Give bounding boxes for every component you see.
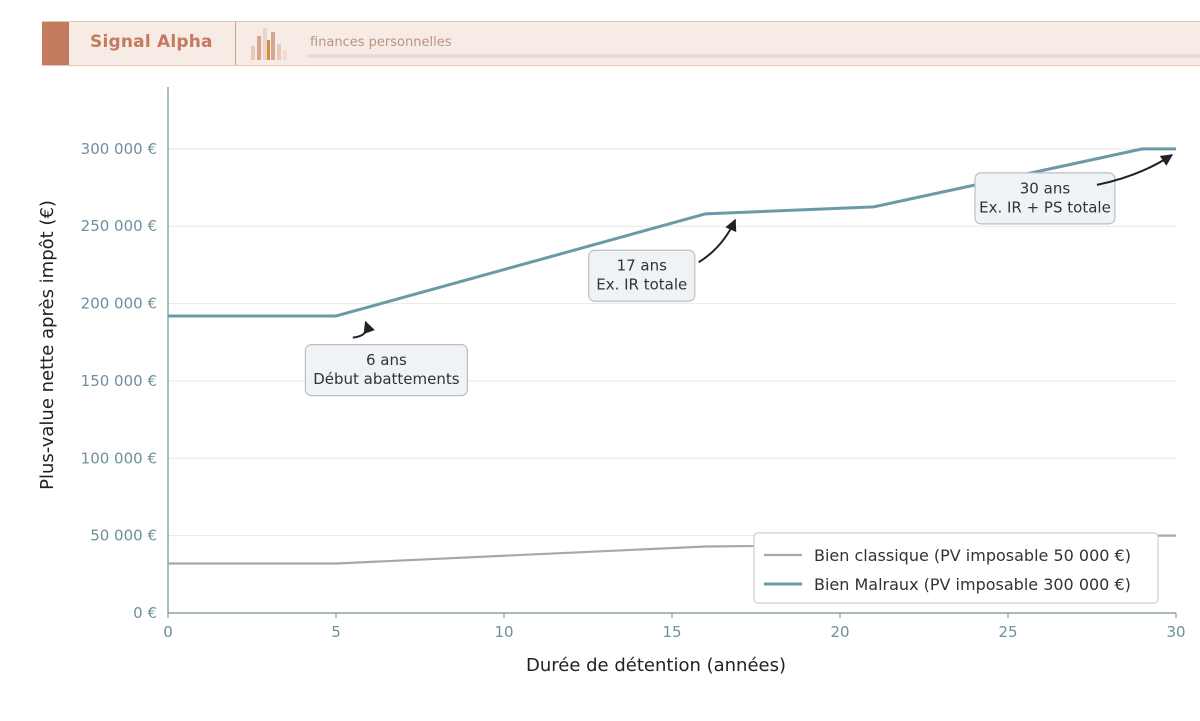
- legend-box: [753, 532, 1159, 604]
- x-tick-label: 20: [830, 623, 849, 641]
- annotation-arrow: [1096, 154, 1173, 186]
- banner-rule: [307, 54, 1200, 58]
- brand-color-block: [42, 22, 69, 65]
- annotation-box: [974, 172, 1116, 225]
- x-tick-label: 5: [331, 623, 341, 641]
- bar-chart-logo-icon: [251, 28, 287, 60]
- x-tick-label: 0: [163, 623, 173, 641]
- x-axis-title: Durée de détention (années): [526, 655, 786, 676]
- annotation-text: Début abattements: [313, 370, 460, 388]
- y-tick-label: 300 000 €: [81, 140, 157, 158]
- y-tick-label: 250 000 €: [81, 217, 157, 235]
- x-tick-label: 25: [998, 623, 1017, 641]
- series-line-malraux: [168, 147, 1176, 318]
- annotation-text: 17 ans: [617, 257, 668, 275]
- x-tick-label: 30: [1166, 623, 1185, 641]
- y-axis-title: Plus-value nette après impôt (€): [37, 200, 58, 490]
- y-tick-label: 0 €: [133, 604, 157, 622]
- annotation-text: Ex. IR + PS totale: [979, 198, 1111, 216]
- annotation-arrow: [352, 320, 375, 339]
- legend-label: Bien Malraux (PV imposable 300 000 €): [814, 575, 1131, 594]
- y-tick-label: 50 000 €: [90, 527, 157, 545]
- annotation-text: Ex. IR totale: [596, 276, 687, 294]
- tick-labels: 0 € 50 000 € 100 000 € 150 000 € 200 000 € 25…: [81, 140, 1186, 641]
- annotation-text: 6 ans: [366, 351, 407, 369]
- banner-separator: [235, 22, 236, 65]
- x-tick-label: 10: [494, 623, 513, 641]
- legend-label: Bien classique (PV imposable 50 000 €): [814, 546, 1131, 565]
- annotation-box: [304, 344, 468, 397]
- axes: [167, 87, 1177, 618]
- legend: Bien classique (PV imposable 50 000 €) Bi…: [753, 532, 1159, 604]
- y-tick-label: 100 000 €: [81, 449, 157, 467]
- brand-name: Signal Alpha: [90, 32, 213, 52]
- y-tick-label: 200 000 €: [81, 295, 157, 313]
- header-banner: Signal Alpha finances personnelles: [42, 21, 1200, 66]
- tagline: finances personnelles: [310, 35, 452, 50]
- annotation-box: [588, 249, 696, 302]
- annotation-arrow: [698, 218, 737, 264]
- annotation-text: 30 ans: [1020, 179, 1071, 197]
- y-tick-label: 150 000 €: [81, 372, 157, 390]
- x-tick-label: 15: [662, 623, 681, 641]
